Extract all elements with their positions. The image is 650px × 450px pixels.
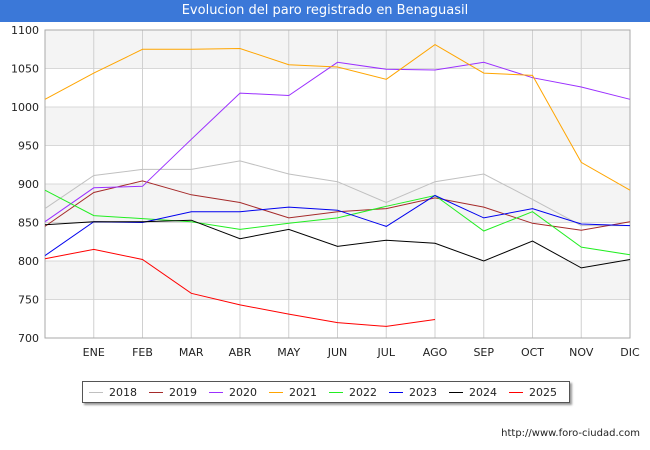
x-tick-label: AGO	[423, 346, 448, 359]
y-tick-label: 1050	[11, 63, 39, 76]
x-tick-label: DIC	[620, 346, 640, 359]
y-tick-label: 950	[18, 140, 39, 153]
legend-swatch	[209, 391, 223, 393]
legend-swatch	[509, 391, 523, 393]
y-tick-label: 850	[18, 217, 39, 230]
legend-item-2019: 2019	[149, 386, 203, 399]
legend-item-2018: 2018	[89, 386, 143, 399]
x-tick-label: NOV	[569, 346, 594, 359]
legend-label: 2019	[169, 385, 197, 399]
legend-item-2025: 2025	[509, 386, 563, 399]
legend-swatch	[329, 391, 343, 393]
legend-item-2020: 2020	[209, 386, 263, 399]
y-tick-label: 1000	[11, 101, 39, 114]
series-line-2020	[44, 61, 631, 223]
legend-label: 2022	[349, 385, 377, 399]
x-tick-label: ENE	[83, 346, 105, 359]
legend-label: 2025	[529, 385, 557, 399]
chart-title: Evolucion del paro registrado en Benagua…	[0, 0, 650, 22]
y-tick-label: 900	[18, 178, 39, 191]
chart-legend: 2018 2019 2020 2021 2022 2023 2024 2025	[82, 381, 570, 403]
legend-label: 2020	[229, 385, 257, 399]
y-tick-label: 1100	[11, 24, 39, 37]
legend-swatch	[449, 391, 463, 393]
x-tick-label: JUL	[377, 346, 396, 359]
legend-item-2024: 2024	[449, 386, 503, 399]
y-tick-label: 700	[18, 332, 39, 345]
series-line-2019	[44, 180, 631, 231]
series-line-2022	[44, 189, 631, 256]
legend-item-2021: 2021	[269, 386, 323, 399]
legend-item-2023: 2023	[389, 386, 443, 399]
legend-label: 2021	[289, 385, 317, 399]
legend-swatch	[269, 391, 283, 393]
series-line-2024	[44, 219, 631, 269]
legend-label: 2024	[469, 385, 497, 399]
legend-swatch	[149, 391, 163, 393]
x-tick-label: JUN	[327, 346, 348, 359]
legend-label: 2023	[409, 385, 437, 399]
x-tick-label: ABR	[229, 346, 252, 359]
x-tick-label: FEB	[132, 346, 153, 359]
x-tick-label: SEP	[473, 346, 494, 359]
legend-label: 2018	[109, 385, 137, 399]
x-tick-label: MAR	[179, 346, 204, 359]
y-tick-label: 750	[18, 294, 39, 307]
x-tick-label: MAY	[277, 346, 300, 359]
plot-frame	[44, 29, 631, 339]
series-line-2023	[44, 194, 631, 257]
series-line-2018	[44, 160, 630, 227]
x-tick-label: OCT	[521, 346, 544, 359]
y-tick-label: 800	[18, 255, 39, 268]
legend-item-2022: 2022	[329, 386, 383, 399]
series-line-2025	[44, 248, 436, 327]
legend-swatch	[389, 391, 403, 393]
source-url: http://www.foro-ciudad.com	[501, 428, 640, 439]
legend-swatch	[89, 391, 103, 393]
series-line-2021	[44, 44, 631, 191]
